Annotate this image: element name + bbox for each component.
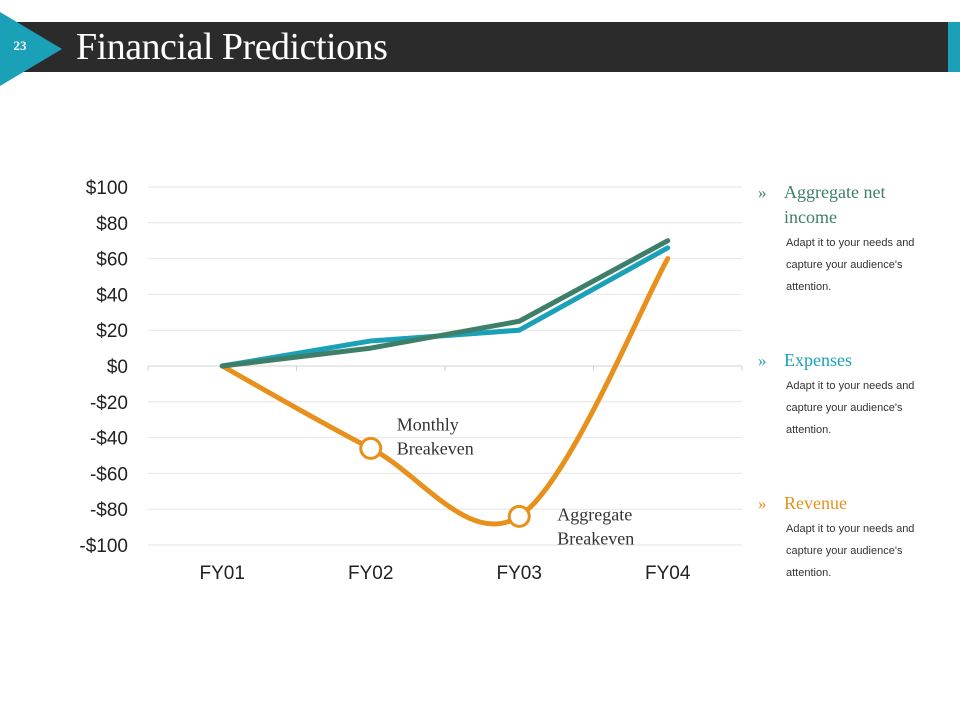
legend-description: Adapt it to your needs and capture your …	[786, 523, 915, 579]
y-tick-label: -$20	[90, 393, 128, 414]
legend-series-name: Aggregate net income	[784, 182, 886, 227]
annotation-label: Breakeven	[557, 528, 634, 548]
legend-description: Adapt it to your needs and capture your …	[786, 237, 915, 293]
annotation-label: Aggregate	[557, 504, 632, 524]
x-tick-label: FY04	[645, 563, 691, 584]
y-tick-label: $100	[86, 178, 128, 199]
breakeven-marker	[507, 504, 531, 528]
x-tick-label: FY01	[200, 563, 245, 584]
chevron-icon: »	[758, 494, 767, 513]
series-line-revenue	[219, 256, 671, 527]
y-tick-label: $0	[107, 357, 128, 378]
legend-description: Adapt it to your needs and capture your …	[786, 380, 915, 436]
chevron-icon: »	[758, 351, 767, 370]
legend-head: » Revenue	[758, 491, 948, 516]
legend-item-expenses: » Expenses Adapt it to your needs and cap…	[758, 348, 948, 441]
title-bar	[0, 22, 948, 72]
slide-number-badge	[0, 12, 62, 86]
legend-item-revenue: » Revenue Adapt it to your needs and capt…	[758, 491, 948, 584]
legend-head: » Expenses	[758, 348, 948, 373]
legend-series-name: Revenue	[784, 493, 847, 513]
y-tick-label: -$80	[90, 500, 128, 521]
y-tick-label: $40	[96, 285, 128, 306]
x-tick-label: FY03	[497, 563, 542, 584]
y-tick-label: -$60	[90, 464, 128, 485]
chevron-icon: »	[758, 183, 767, 202]
annotation-label: Breakeven	[397, 438, 474, 458]
breakeven-marker	[359, 436, 383, 460]
page-title: Financial Predictions	[76, 26, 388, 68]
x-tick-label: FY02	[348, 563, 393, 584]
y-tick-label: -$40	[90, 429, 128, 450]
legend-head: » Aggregate net income	[758, 180, 948, 230]
series-line-aggregate-net-income	[219, 238, 671, 369]
title-accent-bar	[948, 22, 960, 72]
slide-number: 23	[13, 38, 27, 53]
legend-series-name: Expenses	[784, 350, 852, 370]
y-tick-label: $60	[96, 250, 128, 271]
y-tick-label: -$100	[79, 536, 128, 557]
series-line-expenses	[219, 245, 671, 369]
y-tick-label: $20	[96, 321, 128, 342]
annotation-label: Monthly	[397, 414, 459, 434]
legend-item-aggregate-net-income: » Aggregate net income Adapt it to your n…	[758, 180, 948, 298]
y-tick-label: $80	[96, 214, 128, 235]
